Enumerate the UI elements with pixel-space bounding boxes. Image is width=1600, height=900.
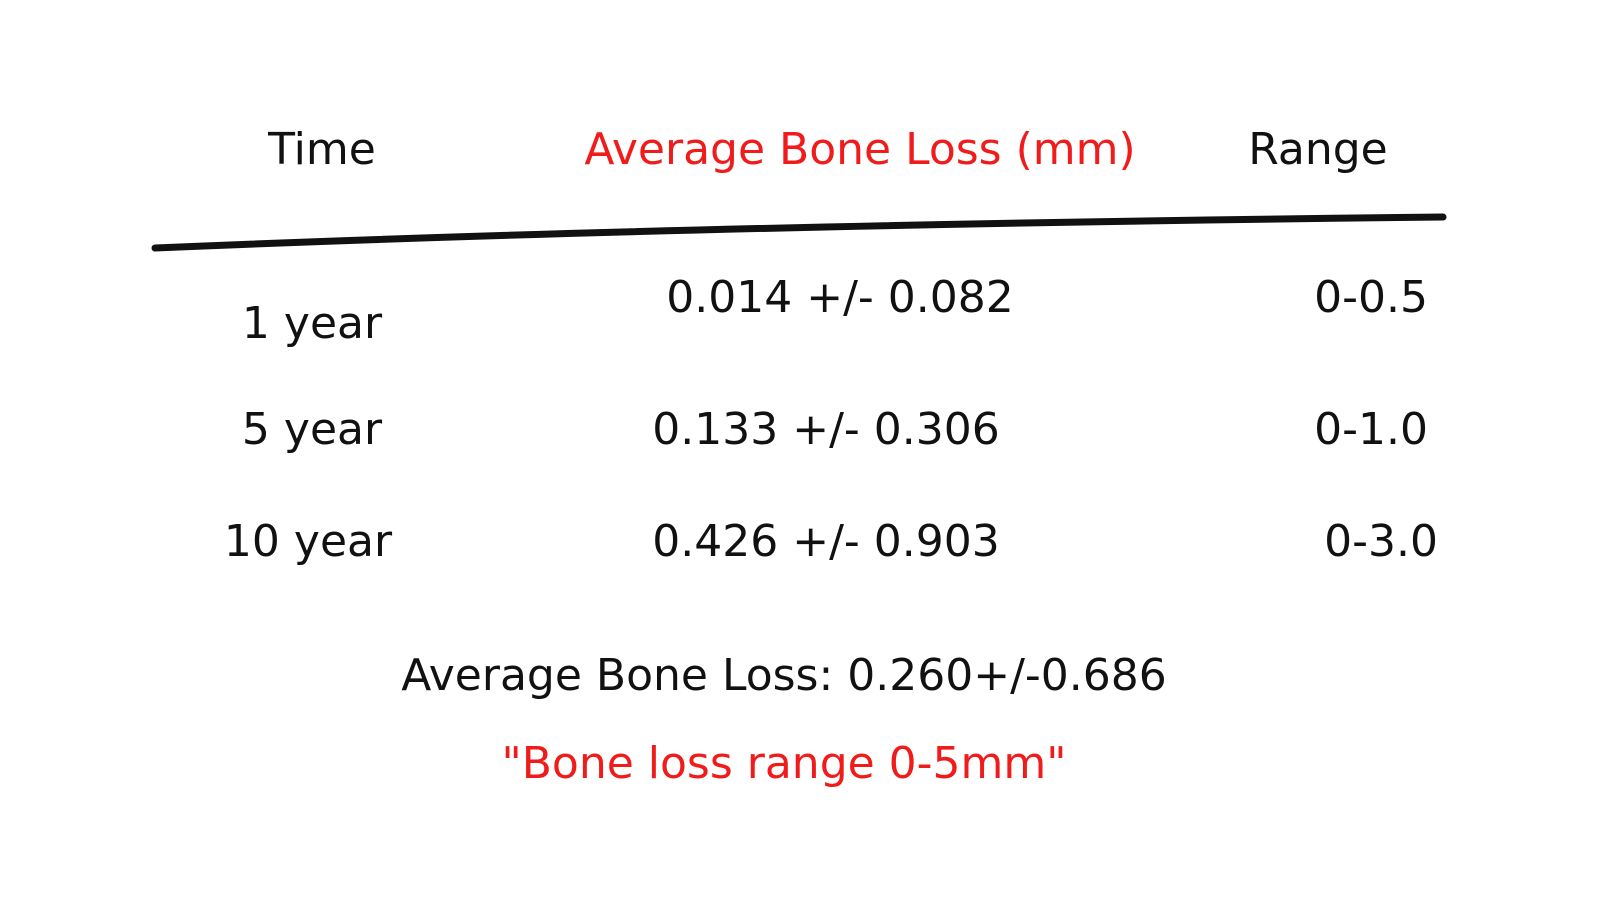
cell: 0-0.5	[1314, 272, 1428, 323]
cell: 0.133 +/- 0.306	[652, 404, 1000, 455]
header-range: Range	[1248, 124, 1388, 175]
summary: Average Bone Loss: 0.260+/-0.686	[401, 650, 1167, 701]
cell: 0.014 +/- 0.082	[666, 272, 1014, 323]
header-average: Average Bone Loss (mm)	[584, 124, 1136, 175]
header-time: Time	[268, 124, 376, 175]
cell: 0-3.0	[1324, 516, 1438, 567]
cell: 0-1.0	[1314, 404, 1428, 455]
note: "Bone loss range 0-5mm"	[501, 738, 1067, 789]
cell: 1 year	[241, 298, 383, 349]
cell: 0.426 +/- 0.903	[652, 516, 1000, 567]
cell: 10 year	[223, 516, 393, 567]
cell: 5 year	[241, 404, 383, 455]
